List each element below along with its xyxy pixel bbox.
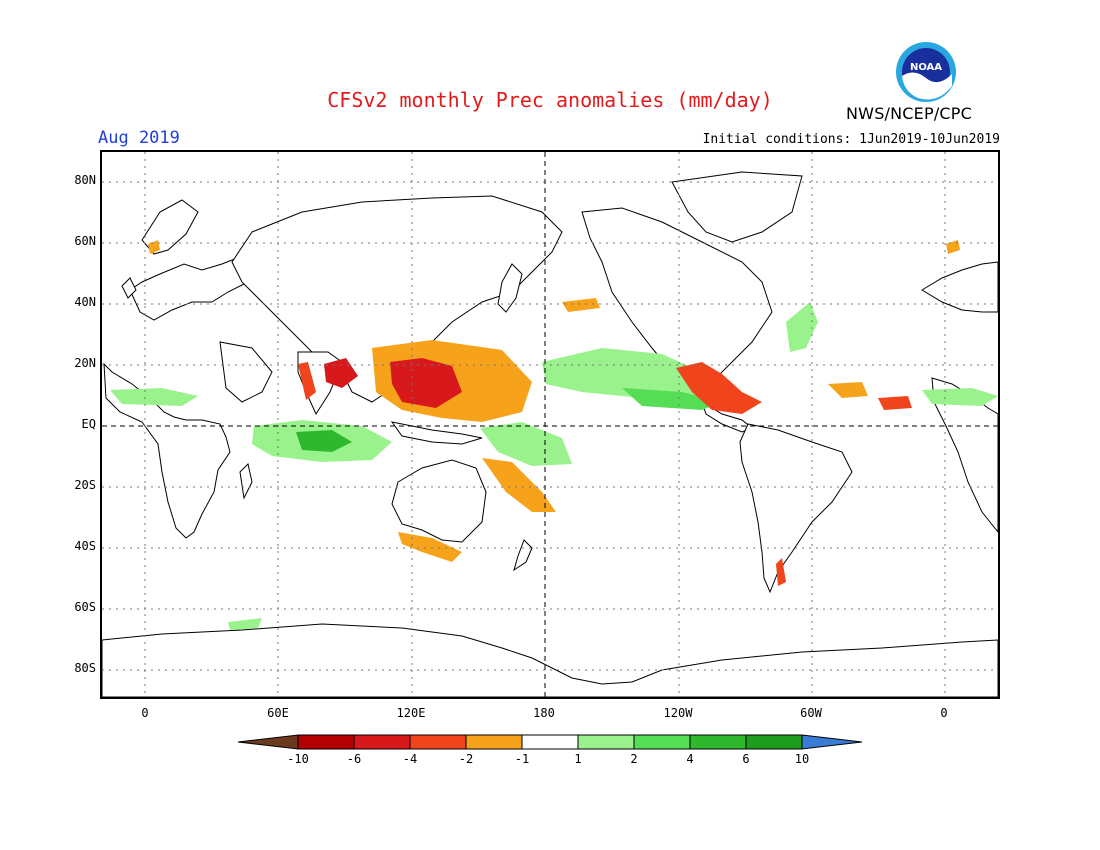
lon-label-120e: 120E [396,706,426,720]
anomaly-wet-indian-ocean-core [296,430,352,452]
lon-label-0: 0 [141,706,149,720]
australia [391,459,487,543]
anomaly-wet-southern-ocean [228,618,262,630]
greenland [671,171,803,243]
arabia [219,341,273,403]
anomaly-wet-sahel-west [110,388,198,406]
asia [231,195,563,403]
colorbar-segment [297,734,355,750]
anomaly-wet-gulf-mexico [786,302,818,352]
lat-label-80n: 80N [74,173,96,187]
lon-label-180: 180 [533,706,555,720]
anomaly-dry-south-america [776,558,786,586]
colorbar-label: -2 [458,752,474,766]
colorbar-segment [577,734,635,750]
japan [497,263,523,313]
colorbar-arrow-high [801,734,862,750]
new-zealand [513,539,533,572]
anomaly-dry-atlantic [828,382,868,398]
colorbar-label: 10 [794,752,810,766]
noaa-logo-text: NOAA [910,62,942,73]
anomaly-dry-south-pacific [482,458,556,512]
lon-label-0-east: 0 [940,706,948,720]
colorbar-label: 6 [742,752,750,766]
colorbar-segment [633,734,691,750]
lon-label-120w: 120W [663,706,693,720]
colorbar-label: 4 [686,752,694,766]
lon-label-60e: 60E [267,706,289,720]
anomaly-wet-itcz [622,388,722,410]
anomaly-dry-norway-wrap [946,240,960,254]
antarctica [102,623,998,697]
colorbar-segment [409,734,467,750]
world-map [102,152,998,697]
anomaly-dry-east-atlantic [878,396,912,410]
continents [102,171,998,697]
colorbar-label: 2 [630,752,638,766]
map-title: CFSv2 monthly Prec anomalies (mm/day) [327,88,773,112]
anomaly-dry-north-pacific [562,298,600,312]
anomaly-dry-arabian-sea [298,362,316,400]
colorbar-label: -6 [346,752,362,766]
colorbar-arrow-low [238,734,299,750]
lat-label-20n: 20N [74,356,96,370]
noaa-logo: NOAA [896,42,956,102]
lat-label-eq: EQ [81,417,96,431]
forecast-month: Aug 2019 [98,128,180,148]
lat-label-60n: 60N [74,234,96,248]
europe-east-wrap [921,261,998,313]
lat-label-20s: 20S [74,478,96,492]
colorbar-label: -1 [514,752,530,766]
anomaly-wet-sahel [922,388,998,406]
colorbar-segment [689,734,747,750]
south-america [739,423,853,594]
colorbar-segment [745,734,803,750]
anomaly-dry-australia-south [398,532,462,562]
colorbar-segment [353,734,411,750]
colorbar [238,734,862,750]
lon-label-60w: 60W [800,706,822,720]
lat-label-40n: 40N [74,295,96,309]
graticule [102,152,998,697]
indonesia [390,421,483,445]
initial-conditions: Initial conditions: 1Jun2019-10Jun2019 [702,132,1000,147]
anomaly-dry-maritime-core [390,358,462,408]
noaa-logo-wave [902,72,952,100]
colorbar-segment [521,734,579,750]
lat-label-60s: 60S [74,600,96,614]
lat-label-40s: 40S [74,539,96,553]
uk [121,277,137,299]
precip-anomaly-fills [110,240,998,630]
anomaly-dry-east-pacific [676,362,762,414]
colorbar-segments [238,734,862,750]
agency-label: NWS/NCEP/CPC [846,104,973,123]
lat-label-80s: 80S [74,661,96,675]
scandinavia [141,199,199,255]
map-panel [100,150,1000,699]
colorbar-label: -4 [402,752,418,766]
madagascar [239,463,253,500]
africa [103,362,231,539]
colorbar-segment [465,734,523,750]
anomaly-wet-central-pacific [542,348,722,402]
colorbar-label: -10 [287,752,309,766]
anomaly-wet-pacific-warm-pool [480,422,572,466]
colorbar-label: 1 [574,752,582,766]
anomaly-dry-bay-bengal [324,358,358,388]
